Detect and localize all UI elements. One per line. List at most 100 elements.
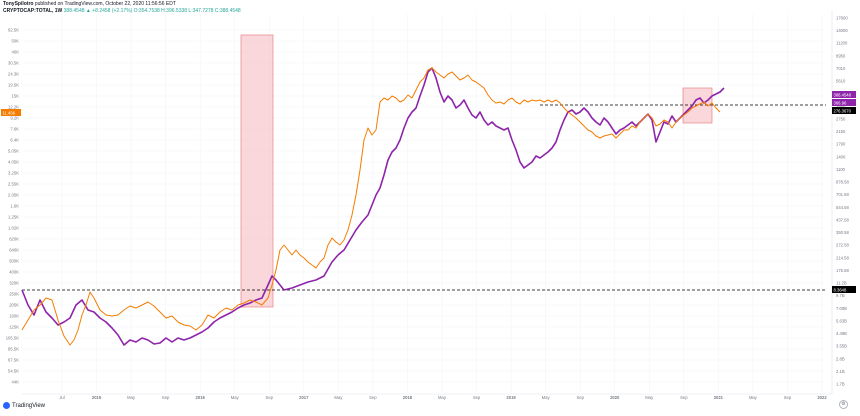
- right-tick-label: 3580: [836, 104, 846, 109]
- right-support-label-bg: [832, 286, 856, 293]
- left-price-label-bg: [1, 109, 21, 116]
- right-tick-label: 2150: [836, 129, 846, 134]
- right-tick-label: 17600: [836, 16, 848, 21]
- time-tick-label: May: [438, 395, 447, 400]
- time-tick-label: 2015: [92, 395, 102, 400]
- right-price-label-low: 276.3670: [834, 109, 852, 114]
- left-tick-label: 400K: [9, 270, 19, 275]
- right-tick-label: 544.58: [836, 205, 849, 210]
- right-tick-label: 878.58: [836, 180, 849, 185]
- ohlc-values: 388.4548 ▲ +8.2458 (+2.17%) O:354.7538 H…: [63, 8, 241, 14]
- right-price-axis: 1760014000112008950701056104480358027502…: [831, 10, 849, 394]
- time-tick-label: May: [231, 395, 240, 400]
- time-tick-label: Sep: [266, 395, 274, 400]
- right-support-label: 8.3648: [834, 288, 847, 293]
- right-tick-label: 1790: [836, 142, 846, 147]
- right-tick-label: 437.58: [836, 217, 849, 222]
- right-price-label-low-bg: [832, 107, 856, 114]
- right-tick-label: 2750: [836, 116, 846, 121]
- highlight-zones-layer: [22, 34, 826, 308]
- left-tick-label: 44K: [12, 380, 20, 385]
- right-tick-label: 701.58: [836, 192, 849, 197]
- left-tick-label: 320K: [9, 281, 19, 286]
- right-tick-label: 5610: [836, 79, 846, 84]
- left-tick-label: 40K: [12, 50, 20, 55]
- highlight-zone: [240, 34, 274, 308]
- right-tick-label: 5.63B: [836, 318, 847, 323]
- published-text: published on TradingView.com, October 22…: [34, 1, 176, 7]
- left-tick-label: 3.25K: [8, 171, 19, 176]
- right-tick-label: 11.2B: [836, 281, 847, 286]
- left-tick-label: 640K: [9, 248, 19, 253]
- time-tick-label: May: [334, 395, 343, 400]
- right-tick-label: 7.00B: [836, 306, 847, 311]
- right-price-label-mid-bg: [832, 99, 856, 106]
- tradingview-brand: TradingView: [12, 402, 46, 409]
- time-tick-label: May: [749, 395, 758, 400]
- left-tick-label: 160K: [9, 314, 19, 319]
- left-price-axis: 62.5K 50K 40K 30.5K 24.3K 19.5K 15K 12.2K 9.2K 7.…: [6, 28, 19, 385]
- time-tick-label: 2019: [506, 395, 516, 400]
- time-tick-label: 2017: [299, 395, 309, 400]
- time-tick-label: May: [645, 395, 654, 400]
- right-tick-label: 1400: [836, 154, 846, 159]
- left-tick-label: 2.55K: [8, 182, 19, 187]
- time-tick-label: Sep: [369, 395, 377, 400]
- right-tick-label: 2.1B: [836, 369, 845, 374]
- right-tick-label: 1100: [836, 167, 846, 172]
- right-tick-label: 7010: [836, 66, 846, 71]
- right-tick-label: 14000: [836, 28, 848, 33]
- time-tick-label: Sep: [473, 395, 481, 400]
- right-price-label-top-bg: [832, 91, 856, 98]
- left-tick-label: 9.2K: [10, 116, 19, 121]
- right-tick-label: 9.7B: [836, 293, 845, 298]
- right-tick-label: 175.58: [836, 268, 849, 273]
- right-tick-label: 1.7B: [836, 382, 845, 387]
- left-tick-label: 67.5K: [8, 358, 19, 363]
- left-tick-label: 50K: [12, 39, 20, 44]
- left-tick-label: 5.05K: [8, 149, 19, 154]
- series-lines-layer: [21, 67, 725, 346]
- author-name[interactable]: TonySpilotro: [3, 1, 34, 7]
- right-tick-label: 272.58: [836, 243, 849, 248]
- time-tick-label: Sep: [784, 395, 792, 400]
- tradingview-logo-icon: [3, 402, 10, 409]
- right-tick-label: 350.58: [836, 230, 849, 235]
- chart-settings-icon[interactable]: ⚙: [839, 400, 848, 409]
- time-tick-label: Jul: [59, 395, 64, 400]
- left-tick-label: 1.6K: [10, 204, 19, 209]
- left-tick-label: 15K: [12, 94, 20, 99]
- left-tick-label: 7.6K: [10, 127, 19, 132]
- time-tick-label: 2018: [403, 395, 413, 400]
- right-tick-label: 4.49B: [836, 331, 847, 336]
- chart-header: TonySpilotro published on TradingView.co…: [3, 1, 603, 15]
- time-tick-label: 2020: [610, 395, 620, 400]
- symbol-line: CRYPTOCAP:TOTAL, 1W 388.4548 ▲ +8.2458 (…: [3, 8, 603, 15]
- left-tick-label: 24.3K: [8, 72, 19, 77]
- time-tick-label: Sep: [680, 395, 688, 400]
- tradingview-logo[interactable]: TradingView: [3, 402, 45, 409]
- left-tick-label: 54.5K: [8, 369, 19, 374]
- price-labels-layer: 11.45K 388.4548 366.96 276.3670 8.3648: [1, 91, 856, 293]
- left-tick-label: 19.5K: [8, 83, 19, 88]
- left-tick-label: 85.5K: [8, 347, 19, 352]
- time-tick-label: May: [127, 395, 136, 400]
- time-tick-label: Sep: [576, 395, 584, 400]
- left-tick-label: 820K: [9, 237, 19, 242]
- time-tick-label: Sep: [162, 395, 170, 400]
- left-tick-label: 6.4K: [10, 138, 19, 143]
- right-tick-label: 8950: [836, 53, 846, 58]
- time-tick-label: 2022: [817, 395, 827, 400]
- left-tick-label: 500K: [9, 259, 19, 264]
- time-axis: Jul 2015 May Sep 2016 May Sep 2017 May Sep 2018 May…: [22, 393, 832, 400]
- right-tick-label: 3.55B: [836, 344, 847, 349]
- left-tick-label: 30.5K: [8, 61, 19, 66]
- symbol-name[interactable]: CRYPTOCAP:TOTAL, 1W: [3, 8, 63, 14]
- time-tick-label: May: [542, 395, 551, 400]
- right-price-label-top: 388.4548: [834, 93, 852, 98]
- left-tick-label: 12.2K: [8, 105, 19, 110]
- right-price-label-mid: 366.96: [834, 101, 847, 106]
- time-tick-label: 2016: [196, 395, 206, 400]
